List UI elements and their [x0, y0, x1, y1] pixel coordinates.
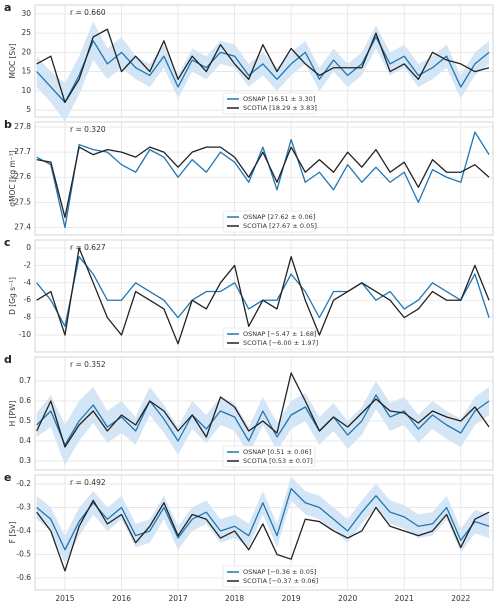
- y-axis-label: F [Sv]: [8, 522, 17, 544]
- y-tick-label: 0: [26, 243, 31, 252]
- y-axis-label: σMOC [kg m⁻³]: [8, 150, 17, 206]
- y-tick-label: 15: [21, 67, 31, 76]
- y-tick-label: 27.5: [14, 197, 31, 206]
- x-tick-label: 2018: [225, 594, 244, 603]
- series-line: [36, 146, 490, 219]
- plot-frame: [34, 356, 494, 471]
- y-tick-label: 0.6: [19, 396, 31, 405]
- legend-box: [222, 327, 316, 350]
- legend-label: SCOTIA [−6.00 ± 1.97]: [243, 339, 318, 347]
- legend-label: OSNAP [0.51 ± 0.06]: [243, 448, 311, 456]
- annotation: r = 0.320: [70, 125, 106, 134]
- uncertainty-band: [36, 476, 490, 564]
- panel-label: d: [4, 353, 12, 366]
- plot-frame: [34, 239, 494, 353]
- series-line: [36, 487, 490, 551]
- y-tick-label: 27.6: [14, 172, 31, 181]
- plot-frame: [34, 474, 494, 591]
- y-tick-label: 5: [26, 105, 31, 114]
- y-tick-label: 27.7: [14, 147, 31, 156]
- legend-box: [222, 445, 316, 468]
- series-line: [36, 131, 490, 229]
- y-tick-label: 0.4: [19, 436, 31, 445]
- annotation: r = 0.627: [70, 243, 106, 252]
- plot-frame: [34, 4, 494, 118]
- y-tick-label: 30: [21, 9, 31, 18]
- y-axis-label: MOC [Sv]: [8, 43, 17, 78]
- y-tick-label: -2: [24, 260, 32, 269]
- x-tick-label: 2020: [338, 594, 357, 603]
- panel-label: b: [4, 118, 12, 131]
- y-tick-label: -0.5: [16, 549, 31, 558]
- y-tick-label: 0.5: [19, 416, 31, 425]
- x-tick-label: 2016: [112, 594, 131, 603]
- annotation: r = 0.660: [70, 8, 106, 17]
- x-tick-label: 2022: [451, 594, 470, 603]
- y-tick-label: -0.3: [16, 502, 31, 511]
- series-line: [36, 36, 490, 104]
- y-tick-label: -0.4: [16, 526, 31, 535]
- series-line: [36, 394, 490, 446]
- x-tick-label: 2017: [169, 594, 188, 603]
- y-tick-label: -4: [24, 278, 32, 287]
- legend-box: [222, 210, 316, 233]
- legend-label: OSNAP [27.62 ± 0.06]: [243, 213, 315, 221]
- legend-label: OSNAP [16.51 ± 3.30]: [243, 95, 315, 103]
- panel-label: a: [4, 1, 11, 14]
- legend-label: SCOTIA [18.29 ± 3.83]: [243, 104, 317, 112]
- y-tick-label: 0.3: [19, 456, 31, 465]
- y-tick-label: -0.2: [16, 479, 31, 488]
- panel-label: e: [4, 471, 11, 484]
- uncertainty-band: [36, 21, 490, 122]
- x-tick-label: 2019: [282, 594, 301, 603]
- y-tick-label: 10: [21, 86, 31, 95]
- legend-label: OSNAP [−0.36 ± 0.05]: [243, 568, 317, 576]
- y-tick-label: -10: [19, 330, 31, 339]
- series-line: [36, 256, 490, 327]
- y-tick-label: 20: [21, 47, 31, 56]
- series-line: [36, 499, 490, 572]
- legend-label: SCOTIA [27.67 ± 0.05]: [243, 222, 317, 230]
- series-line: [36, 372, 490, 448]
- y-tick-label: -6: [24, 295, 32, 304]
- plot-frame: [34, 121, 494, 236]
- legend-label: OSNAP [−5.47 ± 1.68]: [243, 330, 317, 338]
- annotation: r = 0.352: [70, 360, 106, 369]
- y-tick-label: 25: [21, 28, 31, 37]
- y-tick-label: 27.8: [14, 122, 31, 131]
- panel-label: c: [4, 236, 11, 249]
- legend-box: [222, 92, 316, 115]
- legend-label: SCOTIA [−0.37 ± 0.06]: [243, 577, 318, 585]
- legend-box: [222, 565, 316, 588]
- y-axis-label: H [PW]: [8, 401, 17, 427]
- legend-label: SCOTIA [0.53 ± 0.07]: [243, 457, 313, 465]
- series-line: [36, 247, 490, 345]
- annotation: r = 0.492: [70, 478, 106, 487]
- y-tick-label: -8: [24, 313, 32, 322]
- series-line: [36, 28, 490, 104]
- x-tick-label: 2015: [55, 594, 74, 603]
- y-tick-label: 0.7: [19, 376, 31, 385]
- y-tick-label: -0.6: [16, 573, 31, 582]
- y-axis-label: D [Gg s⁻¹]: [8, 277, 17, 315]
- y-tick-label: 27.4: [14, 222, 31, 231]
- x-tick-label: 2021: [395, 594, 414, 603]
